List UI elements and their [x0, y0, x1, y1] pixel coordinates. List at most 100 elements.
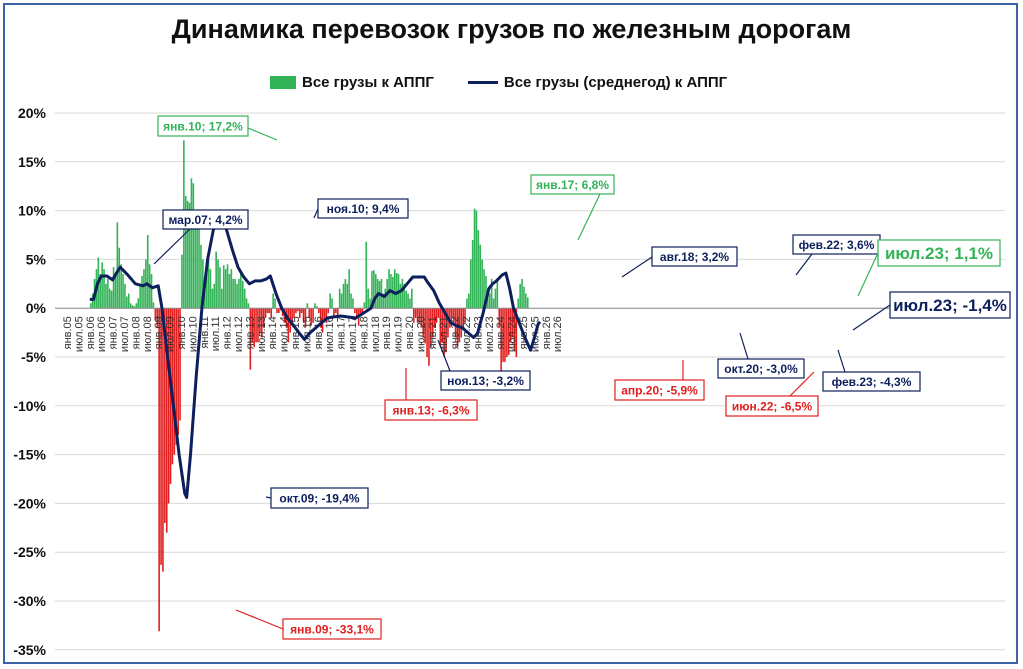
data-label-text: ноя.13; -3,2% — [447, 374, 524, 388]
bar — [135, 303, 138, 309]
bar — [526, 297, 529, 309]
data-label-text: окт.09; -19,4% — [279, 491, 360, 505]
bar — [202, 259, 204, 309]
bar — [494, 288, 497, 309]
bar — [426, 308, 428, 357]
x-axis-ticks: янв.05 июл.05 янв.06 июл.06 янв.07 июл.07 янв.… — [62, 316, 564, 352]
bar — [190, 178, 193, 309]
bar — [89, 303, 92, 309]
bar — [525, 293, 527, 309]
bar — [317, 308, 320, 314]
data-label-box — [614, 379, 705, 401]
bar — [257, 308, 259, 343]
bar — [107, 278, 109, 309]
bar — [236, 283, 238, 309]
data-label: янв.17; 6,8% — [530, 174, 615, 241]
data-label-text: ноя.10; 9,4% — [327, 202, 400, 216]
bar — [297, 308, 299, 312]
bar — [521, 278, 523, 309]
data-label: ноя.10; 9,4% — [313, 198, 409, 219]
bar — [369, 298, 371, 309]
x-tick-label: июл.22 — [461, 316, 473, 352]
bar — [401, 278, 404, 309]
bar — [175, 308, 178, 445]
bar — [118, 247, 121, 309]
y-tick-label: -35% — [13, 642, 46, 658]
bar — [405, 290, 407, 309]
bar — [209, 269, 212, 309]
bar — [215, 251, 217, 309]
bar — [217, 259, 219, 309]
x-tick-label: июл.08 — [142, 316, 154, 352]
bar — [473, 208, 476, 309]
bar — [319, 308, 322, 328]
bar — [475, 210, 478, 309]
legend-bar-label: Все грузы к АППГ — [302, 73, 434, 91]
bar — [184, 195, 187, 309]
data-label-box — [877, 239, 1001, 267]
data-label-text: авг.18; 3,2% — [660, 250, 730, 264]
bar — [249, 308, 252, 370]
bar — [393, 269, 396, 309]
y-tick-label: 5% — [26, 251, 47, 267]
bar — [164, 308, 166, 523]
x-tick-label: июл.17 — [347, 316, 359, 352]
bar — [504, 308, 506, 362]
legend: Все грузы к АППГ Все грузы (среднегод) к… — [270, 72, 727, 92]
bar — [496, 280, 499, 309]
data-label-box — [822, 371, 921, 392]
bar — [435, 308, 438, 323]
bar — [219, 267, 221, 309]
bar — [363, 302, 366, 309]
bar — [452, 308, 455, 323]
bar — [131, 305, 134, 309]
x-tick-label: янв.09 — [153, 316, 165, 349]
x-tick-label: июл.12 — [233, 316, 245, 352]
data-label-leader — [789, 371, 815, 397]
bar — [420, 308, 423, 328]
y-tick-label: -10% — [13, 398, 46, 414]
bar — [374, 274, 377, 309]
data-label-leader — [852, 304, 891, 331]
bar — [367, 288, 369, 309]
bar — [344, 278, 347, 309]
data-label: мар.07; 4,2% — [153, 209, 249, 265]
bar — [240, 274, 242, 309]
bar — [108, 288, 111, 309]
bar — [416, 308, 419, 323]
bar — [211, 288, 214, 309]
x-tick-label: янв.10 — [176, 316, 188, 349]
bar — [247, 303, 250, 309]
bar — [498, 308, 501, 328]
bar — [179, 308, 181, 421]
data-label-text: апр.20; -5,9% — [621, 383, 698, 397]
y-tick-label: -20% — [13, 495, 46, 511]
data-label-leader — [621, 256, 653, 278]
bar — [274, 298, 276, 309]
bar — [513, 308, 516, 351]
bar — [441, 308, 444, 343]
y-tick-label: -30% — [13, 593, 46, 609]
data-label: июн.22; -6,5% — [725, 371, 819, 417]
bar — [276, 308, 278, 314]
data-label: авг.18; 3,2% — [621, 246, 738, 278]
bar — [158, 308, 160, 632]
bar — [129, 303, 132, 309]
bar — [382, 293, 385, 309]
bar — [133, 306, 136, 309]
y-axis-ticks: 20% 15% 10% 5% 0% -5% -10% -15% -20% -25% -30% -35% — [13, 105, 46, 658]
data-label-box — [317, 198, 409, 219]
bar — [500, 308, 502, 372]
bar — [127, 293, 130, 309]
y-tick-label: 20% — [18, 105, 47, 121]
bar — [196, 216, 198, 309]
bar — [306, 303, 309, 309]
bar — [253, 308, 255, 348]
bar — [278, 308, 280, 314]
y-tick-label: 10% — [18, 203, 47, 219]
data-label: фев.22; 3,6% — [792, 234, 881, 276]
x-tick-label: янв.19 — [381, 316, 393, 349]
bar — [354, 308, 356, 314]
bar — [409, 298, 411, 309]
bar — [251, 308, 254, 343]
